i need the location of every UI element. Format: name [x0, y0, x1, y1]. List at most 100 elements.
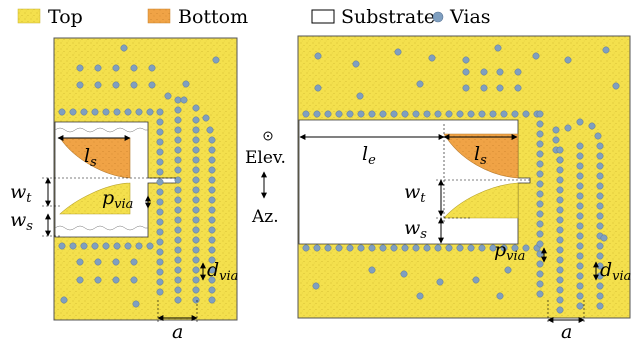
via-icon: [576, 212, 584, 220]
right-ws-label: ws: [404, 217, 427, 242]
via-icon: [368, 266, 376, 274]
via-icon: [494, 44, 502, 52]
az-label: Az.: [251, 207, 279, 227]
via-icon: [313, 244, 321, 252]
via-icon: [164, 92, 172, 100]
via-icon: [156, 198, 164, 206]
via-icon: [174, 126, 182, 134]
via-icon: [576, 152, 584, 160]
via-icon: [536, 230, 544, 238]
via-icon: [192, 226, 200, 234]
right-vias: [302, 44, 620, 314]
via-icon: [536, 160, 544, 168]
via-icon: [192, 256, 200, 264]
via-icon: [208, 246, 216, 254]
via-icon: [423, 110, 431, 118]
right-board: le ls wt ws pvia dvia a: [297, 35, 631, 343]
via-icon: [135, 108, 143, 116]
via-icon: [612, 82, 620, 90]
via-icon: [132, 300, 140, 308]
via-icon: [394, 48, 402, 56]
via-icon: [602, 46, 610, 54]
right-ls-label: ls: [474, 143, 487, 168]
via-icon: [135, 242, 143, 250]
via-icon: [596, 212, 604, 220]
via-icon: [182, 80, 190, 88]
via-icon: [313, 110, 321, 118]
via-icon: [536, 130, 544, 138]
via-icon: [596, 192, 604, 200]
via-icon: [596, 302, 604, 310]
via-icon: [536, 120, 544, 128]
via-icon: [130, 64, 138, 72]
via-icon: [346, 110, 354, 118]
via-icon: [208, 156, 216, 164]
via-icon: [600, 234, 608, 242]
via-icon: [156, 218, 164, 226]
via-icon: [156, 158, 164, 166]
via-icon: [423, 244, 431, 252]
via-icon: [156, 128, 164, 136]
legend-label-vias: Vias: [449, 6, 491, 28]
via-icon: [174, 296, 182, 304]
left-slot-edge-bottom: [54, 225, 148, 231]
via-icon: [192, 126, 200, 134]
left-slot-edge-top: [54, 127, 148, 133]
via-icon: [102, 242, 110, 250]
via-icon: [576, 222, 584, 230]
via-icon: [174, 166, 182, 174]
via-icon: [552, 136, 560, 144]
via-icon: [314, 84, 322, 92]
left-pvia-label: pvia: [102, 187, 133, 212]
via-icon: [434, 110, 442, 118]
elev-label: Elev.: [245, 148, 286, 168]
via-icon: [174, 256, 182, 264]
via-icon: [478, 244, 486, 252]
via-icon: [335, 244, 343, 252]
via-icon: [76, 276, 84, 284]
via-icon: [511, 110, 519, 118]
via-icon: [192, 104, 200, 112]
via-icon: [156, 208, 164, 216]
via-icon: [208, 226, 216, 234]
out-of-plane-icon: [263, 131, 273, 141]
via-icon: [60, 296, 68, 304]
via-icon: [174, 236, 182, 244]
via-icon: [192, 186, 200, 194]
via-icon: [156, 238, 164, 246]
via-icon: [576, 162, 584, 170]
via-icon: [192, 286, 200, 294]
via-icon: [436, 278, 444, 286]
via-icon: [208, 216, 216, 224]
via-icon: [208, 176, 216, 184]
via-icon: [536, 190, 544, 198]
legend-label-top: Top: [48, 6, 83, 28]
via-icon: [596, 202, 604, 210]
via-icon: [148, 81, 156, 89]
via-icon: [496, 292, 504, 300]
via-icon: [112, 64, 120, 72]
via-icon: [130, 276, 138, 284]
via-icon: [522, 110, 530, 118]
via-icon: [174, 186, 182, 194]
via-icon: [504, 266, 512, 274]
via-icon: [428, 54, 436, 62]
via-icon: [536, 150, 544, 158]
via-icon: [156, 228, 164, 236]
right-top-taper: [443, 182, 519, 219]
via-icon: [500, 244, 508, 252]
via-icon: [192, 276, 200, 284]
via-icon: [576, 192, 584, 200]
via-icon: [522, 244, 530, 252]
via-icon: [208, 146, 216, 154]
via-icon: [208, 166, 216, 174]
via-icon: [556, 266, 564, 274]
via-icon: [174, 146, 182, 154]
via-icon: [594, 132, 602, 140]
via-icon: [174, 216, 182, 224]
via-icon: [500, 110, 508, 118]
orientation-indicator: Elev. Az.: [245, 131, 286, 227]
via-icon: [556, 226, 564, 234]
right-dvia-label: dvia: [600, 259, 631, 284]
via-icon: [202, 114, 210, 122]
